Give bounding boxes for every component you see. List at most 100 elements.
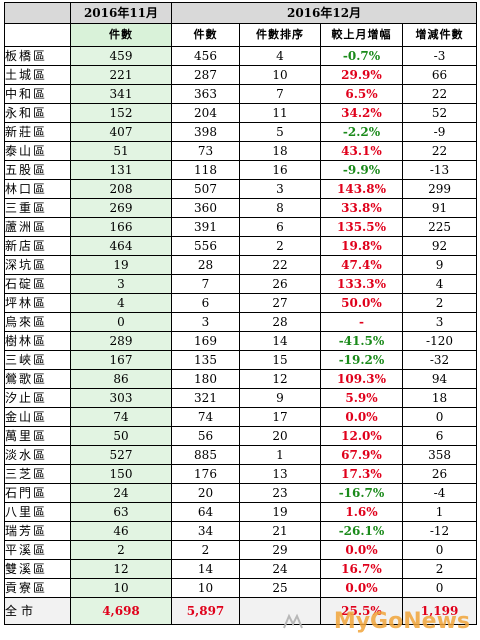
district-cell: 貢寮區 <box>4 578 71 598</box>
pct-change-cell: 34.2% <box>320 103 403 123</box>
nov-count-cell: 341 <box>70 84 172 104</box>
nov-count-cell: 208 <box>70 179 172 199</box>
rank-cell: 22 <box>239 255 321 275</box>
district-cell: 新莊區 <box>4 122 71 142</box>
table-row: 坪林區 4 6 27 50.0% 2 <box>4 293 478 313</box>
dec-count-cell: 507 <box>171 179 240 199</box>
dec-count-cell: 360 <box>171 198 240 218</box>
district-cell: 雙溪區 <box>4 559 71 579</box>
header-dec-period: 2016年12月 <box>170 2 478 24</box>
diff-cell: 2 <box>401 559 478 579</box>
total-nov-count: 4,698 <box>70 597 172 625</box>
rank-cell: 16 <box>239 160 321 180</box>
pct-change-cell: 33.8% <box>320 198 403 218</box>
diff-cell: 91 <box>401 198 478 218</box>
nov-count-cell: 50 <box>70 426 172 446</box>
dec-count-cell: 176 <box>171 464 240 484</box>
table-row: 樹林區 289 169 14 -41.5% -120 <box>4 331 478 351</box>
table-row: 汐止區 303 321 9 5.9% 18 <box>4 388 478 408</box>
district-cell: 烏來區 <box>4 312 71 332</box>
district-cell: 金山區 <box>4 407 71 427</box>
diff-cell: 225 <box>401 217 478 237</box>
table-row: 蘆洲區 166 391 6 135.5% 225 <box>4 217 478 237</box>
rank-cell: 10 <box>239 65 321 85</box>
dec-count-cell: 398 <box>171 122 240 142</box>
nov-count-cell: 131 <box>70 160 172 180</box>
diff-cell: 0 <box>401 540 478 560</box>
total-label: 全市 <box>4 597 71 625</box>
diff-cell: 66 <box>401 65 478 85</box>
total-dec-count: 5,897 <box>171 597 240 625</box>
pct-change-cell: -0.7% <box>320 46 403 66</box>
pct-change-cell: 19.8% <box>320 236 403 256</box>
nov-count-cell: 3 <box>70 274 172 294</box>
district-cell: 五股區 <box>4 160 71 180</box>
header-nov-period: 2016年11月 <box>70 2 172 24</box>
pct-change-cell: -26.1% <box>320 521 403 541</box>
dec-count-cell: 34 <box>171 521 240 541</box>
rank-cell: 26 <box>239 274 321 294</box>
nov-count-cell: 152 <box>70 103 172 123</box>
nov-count-cell: 2 <box>70 540 172 560</box>
header-nov-count: 件數 <box>70 23 172 47</box>
district-cell: 八里區 <box>4 502 71 522</box>
rank-cell: 11 <box>239 103 321 123</box>
nov-count-cell: 63 <box>70 502 172 522</box>
diff-cell: 94 <box>401 369 478 389</box>
rank-cell: 27 <box>239 293 321 313</box>
table-row: 八里區 63 64 19 1.6% 1 <box>4 502 478 522</box>
diff-cell: 92 <box>401 236 478 256</box>
table-row: 雙溪區 12 14 24 16.7% 2 <box>4 559 478 579</box>
nov-count-cell: 464 <box>70 236 172 256</box>
nov-count-cell: 221 <box>70 65 172 85</box>
pct-change-cell: 135.5% <box>320 217 403 237</box>
table-body: 板橋區 459 456 4 -0.7% -3 土城區 221 287 10 29.9% 66 中和區 34… <box>4 46 478 598</box>
pct-change-cell: 16.7% <box>320 559 403 579</box>
table-row: 深坑區 19 28 22 47.4% 9 <box>4 255 478 275</box>
district-cell: 鶯歌區 <box>4 369 71 389</box>
dec-count-cell: 556 <box>171 236 240 256</box>
nov-count-cell: 46 <box>70 521 172 541</box>
nov-count-cell: 12 <box>70 559 172 579</box>
table-row: 烏來區 0 3 28-3 <box>4 312 478 332</box>
nov-count-cell: 289 <box>70 331 172 351</box>
table-row: 中和區 341 363 7 6.5% 22 <box>4 84 478 104</box>
diff-cell: 3 <box>401 312 478 332</box>
table-row: 三峽區 167 135 15 -19.2% -32 <box>4 350 478 370</box>
dec-count-cell: 204 <box>171 103 240 123</box>
nov-count-cell: 150 <box>70 464 172 484</box>
rank-cell: 17 <box>239 407 321 427</box>
pct-change-cell: -16.7% <box>320 483 403 503</box>
rank-cell: 7 <box>239 84 321 104</box>
dec-count-cell: 56 <box>171 426 240 446</box>
district-cell: 石門區 <box>4 483 71 503</box>
nov-count-cell: 4 <box>70 293 172 313</box>
rank-cell: 28 <box>239 312 321 332</box>
district-cell: 萬里區 <box>4 426 71 446</box>
district-cell: 三芝區 <box>4 464 71 484</box>
total-rank <box>239 597 321 625</box>
diff-cell: 0 <box>401 407 478 427</box>
district-cell: 中和區 <box>4 84 71 104</box>
district-cell: 林口區 <box>4 179 71 199</box>
district-cell: 汐止區 <box>4 388 71 408</box>
pct-change-cell: 50.0% <box>320 293 403 313</box>
pct-change-cell: 29.9% <box>320 65 403 85</box>
nov-count-cell: 407 <box>70 122 172 142</box>
dec-count-cell: 118 <box>171 160 240 180</box>
diff-cell: 1 <box>401 502 478 522</box>
nov-count-cell: 166 <box>70 217 172 237</box>
rank-cell: 4 <box>239 46 321 66</box>
district-cell: 深坑區 <box>4 255 71 275</box>
watermark-brand: MyGoNews <box>333 609 470 634</box>
header-row-columns: 件數 件數 件數排序 較上月增幅 增減件數 <box>4 23 478 47</box>
table-row: 土城區 221 287 10 29.9% 66 <box>4 65 478 85</box>
pct-change-cell: 133.3% <box>320 274 403 294</box>
dec-count-cell: 74 <box>171 407 240 427</box>
district-cell: 瑞芳區 <box>4 521 71 541</box>
pct-change-cell: 17.3% <box>320 464 403 484</box>
header-corner <box>4 2 71 24</box>
diff-cell: 18 <box>401 388 478 408</box>
table-row: 三重區 269 360 8 33.8% 91 <box>4 198 478 218</box>
nov-count-cell: 74 <box>70 407 172 427</box>
